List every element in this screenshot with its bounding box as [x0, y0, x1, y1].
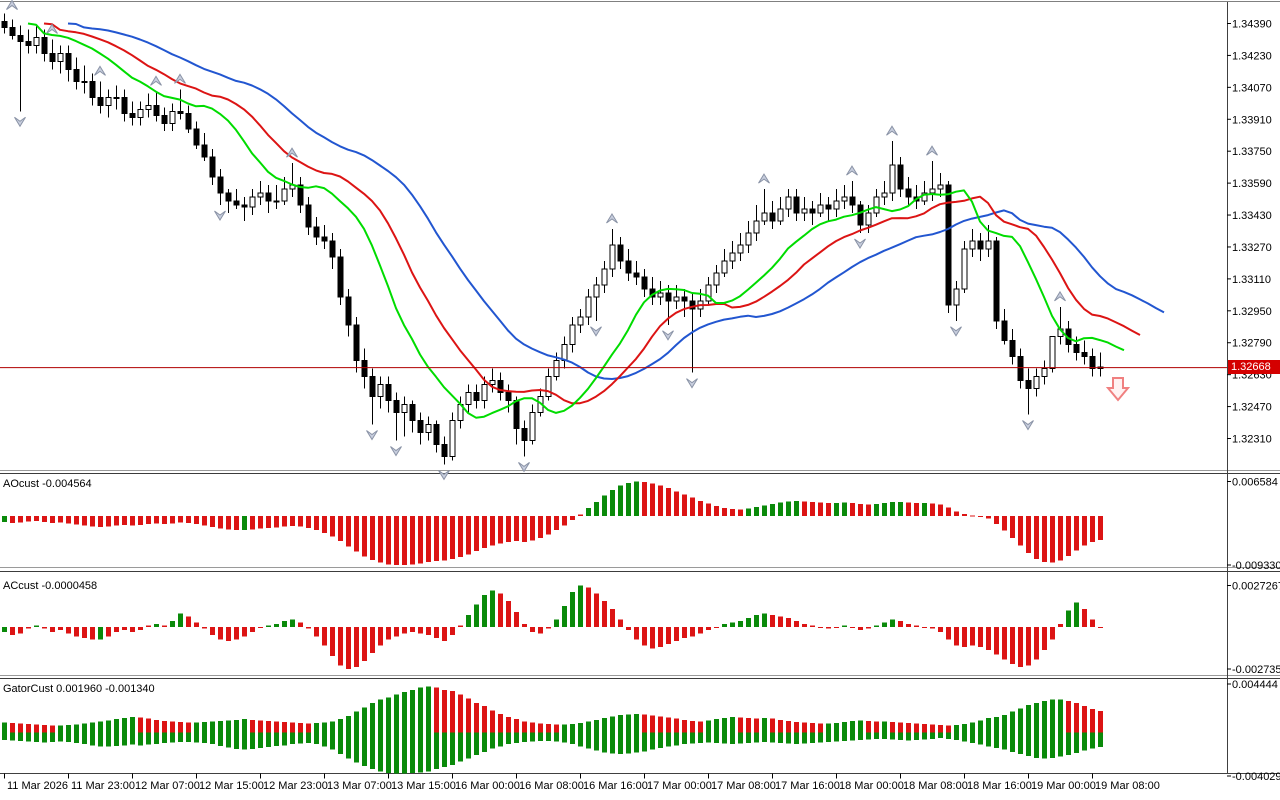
svg-text:1.34390: 1.34390 [1232, 19, 1272, 31]
gator-upper-histogram [2, 686, 1103, 733]
fractal-down-icon [950, 326, 962, 337]
svg-text:16 Mar 00:00: 16 Mar 00:00 [455, 780, 520, 792]
fractal-down-icon [14, 116, 26, 128]
svg-text:1.33910: 1.33910 [1232, 114, 1272, 126]
svg-text:1.33430: 1.33430 [1232, 210, 1272, 222]
indicator-axis-labels: 0.006584 -0.009330 0.0027267 -0.0027355 0.00… [1227, 477, 1280, 783]
svg-text:1.33750: 1.33750 [1232, 146, 1272, 158]
fractal-up-icon [46, 23, 58, 34]
svg-text:13 Mar 07:00: 13 Mar 07:00 [327, 780, 392, 792]
gator-lower-histogram [2, 732, 1103, 774]
fractal-up-icon [150, 75, 162, 86]
fractal-up-icon [94, 65, 106, 76]
svg-text:12 Mar 07:00: 12 Mar 07:00 [135, 780, 200, 792]
svg-text:1.32470: 1.32470 [1232, 402, 1272, 414]
svg-text:1.34230: 1.34230 [1232, 50, 1272, 62]
time-scale[interactable] [0, 774, 1280, 800]
sell-signal-arrow-icon [1105, 377, 1131, 402]
svg-text:1.32790: 1.32790 [1232, 338, 1272, 350]
svg-text:13 Mar 15:00: 13 Mar 15:00 [391, 780, 456, 792]
fractal-up-icon [6, 0, 18, 10]
svg-text:0.006584: 0.006584 [1232, 477, 1278, 489]
fractal-down-icon [662, 330, 674, 341]
svg-text:11 Mar 23:00: 11 Mar 23:00 [71, 780, 135, 792]
panel-borders [0, 1, 1280, 774]
ao-indicator-label: AOcust -0.004564 [3, 478, 92, 490]
svg-text:12 Mar 23:00: 12 Mar 23:00 [263, 780, 328, 792]
fractal-down-icon [518, 462, 530, 473]
fractal-down-icon [686, 378, 698, 389]
svg-text:1.34070: 1.34070 [1232, 82, 1272, 94]
svg-text:-0.004029: -0.004029 [1232, 771, 1280, 783]
fractal-up-icon [886, 125, 898, 136]
fractal-down-icon [590, 326, 602, 337]
alligator-teeth-line [43, 22, 1141, 405]
svg-text:-0.009330: -0.009330 [1232, 560, 1280, 572]
fractal-up-icon [174, 73, 186, 84]
svg-text:11 Mar 2026: 11 Mar 2026 [7, 780, 68, 792]
svg-text:1.33590: 1.33590 [1232, 178, 1272, 190]
fractal-down-icon [438, 470, 450, 481]
price-scale[interactable] [1227, 0, 1280, 773]
ac-histogram [2, 585, 1103, 669]
fractal-arrows [6, 0, 1066, 481]
svg-text:0.0027267: 0.0027267 [1232, 581, 1280, 593]
svg-text:17 Mar 08:00: 17 Mar 08:00 [711, 780, 776, 792]
svg-text:-0.0027355: -0.0027355 [1232, 664, 1280, 676]
fractal-up-icon [846, 165, 858, 176]
candles-layer[interactable] [1, 13, 1104, 465]
ac-indicator-label: ACcust -0.0000458 [3, 580, 98, 592]
fractal-up-icon [1054, 290, 1066, 302]
svg-text:19 Mar 08:00: 19 Mar 08:00 [1095, 780, 1160, 792]
fractal-down-icon [854, 238, 866, 249]
fractal-down-icon [366, 430, 378, 441]
svg-text:18 Mar 16:00: 18 Mar 16:00 [967, 780, 1032, 792]
fractal-down-icon [390, 446, 402, 457]
svg-text:18 Mar 08:00: 18 Mar 08:00 [903, 780, 968, 792]
svg-text:16 Mar 16:00: 16 Mar 16:00 [583, 780, 648, 792]
fractal-up-icon [286, 147, 298, 158]
svg-text:1.33110: 1.33110 [1232, 274, 1271, 286]
svg-text:1.32310: 1.32310 [1232, 434, 1272, 446]
svg-text:1.32950: 1.32950 [1232, 306, 1272, 318]
alligator-jaw-line [67, 22, 1165, 380]
svg-text:16 Mar 08:00: 16 Mar 08:00 [519, 780, 584, 792]
svg-text:1.33270: 1.33270 [1232, 242, 1272, 254]
alligator-lips-line [27, 22, 1125, 419]
svg-text:0.004444: 0.004444 [1232, 679, 1278, 691]
fractal-up-icon [606, 213, 618, 224]
svg-text:17 Mar 00:00: 17 Mar 00:00 [647, 780, 712, 792]
svg-text:17 Mar 16:00: 17 Mar 16:00 [775, 780, 840, 792]
fractal-down-icon [214, 210, 226, 222]
svg-text:19 Mar 00:00: 19 Mar 00:00 [1031, 780, 1096, 792]
svg-text:12 Mar 15:00: 12 Mar 15:00 [199, 780, 264, 792]
ao-histogram [2, 481, 1103, 565]
fractal-up-icon [758, 173, 770, 184]
fractal-up-icon [926, 145, 938, 156]
fractal-down-icon [1022, 420, 1034, 431]
time-axis-labels: 11 Mar 2026 11 Mar 23:00 12 Mar 07:00 12 Ma… [4, 773, 1160, 792]
svg-text:18 Mar 00:00: 18 Mar 00:00 [839, 780, 904, 792]
current-price-tag: 1.32668 [1228, 360, 1280, 375]
price-axis-labels: 1.34390 1.34230 1.34070 1.33910 1.33750 1.335… [1227, 19, 1272, 446]
gator-indicator-label: GatorCust 0.001960 -0.001340 [3, 683, 155, 695]
